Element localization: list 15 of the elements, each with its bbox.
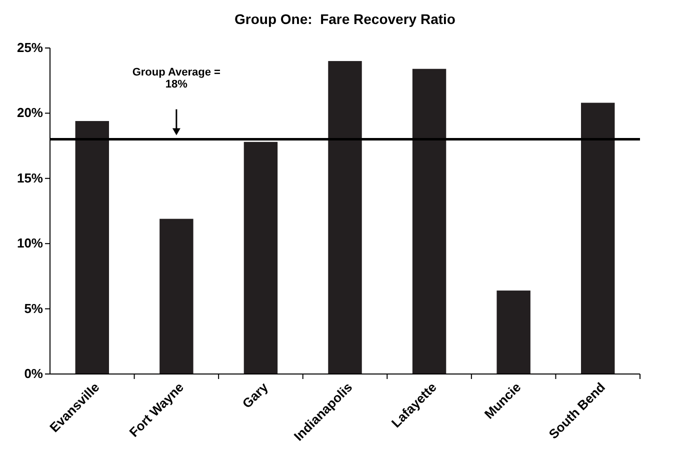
chart-title: Group One: Fare Recovery Ratio — [234, 11, 456, 27]
bar — [412, 68, 446, 374]
bar — [75, 121, 109, 374]
y-tick-label: 15% — [16, 170, 44, 186]
ref-line-label: Group Average = 18% — [132, 66, 220, 90]
bar — [244, 142, 278, 374]
bar — [496, 290, 530, 374]
bar — [581, 102, 615, 374]
bar — [160, 218, 194, 374]
y-tick-label: 25% — [16, 40, 44, 55]
y-tick-label: 10% — [16, 236, 44, 251]
y-tick-label: 0% — [24, 366, 44, 381]
y-tick-label: 20% — [16, 105, 44, 120]
y-tick-label: 5% — [24, 300, 44, 316]
bar — [328, 61, 362, 374]
